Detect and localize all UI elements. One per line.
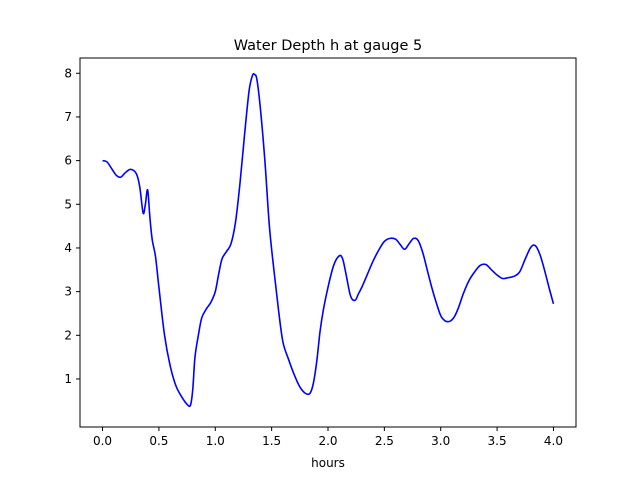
y-axis-ticks: 1 2 3 4 5 6 7 8: [64, 66, 80, 386]
y-tick-label: 4: [64, 241, 72, 255]
series-group: [102, 72, 555, 408]
plot-area: [80, 58, 576, 427]
x-tick-label: 1.5: [262, 434, 281, 448]
y-tick-label: 1: [64, 372, 72, 386]
y-tick-label: 2: [64, 328, 72, 342]
x-axis-label: hours: [311, 456, 345, 470]
y-tick-label: 6: [64, 154, 72, 168]
x-tick-label: 2.5: [375, 434, 394, 448]
y-tick-label: 3: [64, 285, 72, 299]
series-line: [102, 72, 555, 408]
x-axis-ticks: 0.0 0.5 1.0 1.5 2.0 2.5 3.0 3.5 4.0: [93, 427, 563, 448]
x-tick-label: 0.0: [93, 434, 112, 448]
x-tick-label: 3.5: [488, 434, 507, 448]
x-tick-label: 0.5: [149, 434, 168, 448]
chart-title: Water Depth h at gauge 5: [234, 38, 422, 54]
y-tick-label: 8: [64, 66, 72, 80]
y-tick-label: 5: [64, 197, 72, 211]
x-tick-label: 1.0: [206, 434, 225, 448]
x-tick-label: 2.0: [318, 434, 337, 448]
x-tick-label: 3.0: [431, 434, 450, 448]
x-tick-label: 4.0: [544, 434, 563, 448]
plot-frame: [79, 57, 577, 428]
y-tick-label: 7: [64, 110, 72, 124]
